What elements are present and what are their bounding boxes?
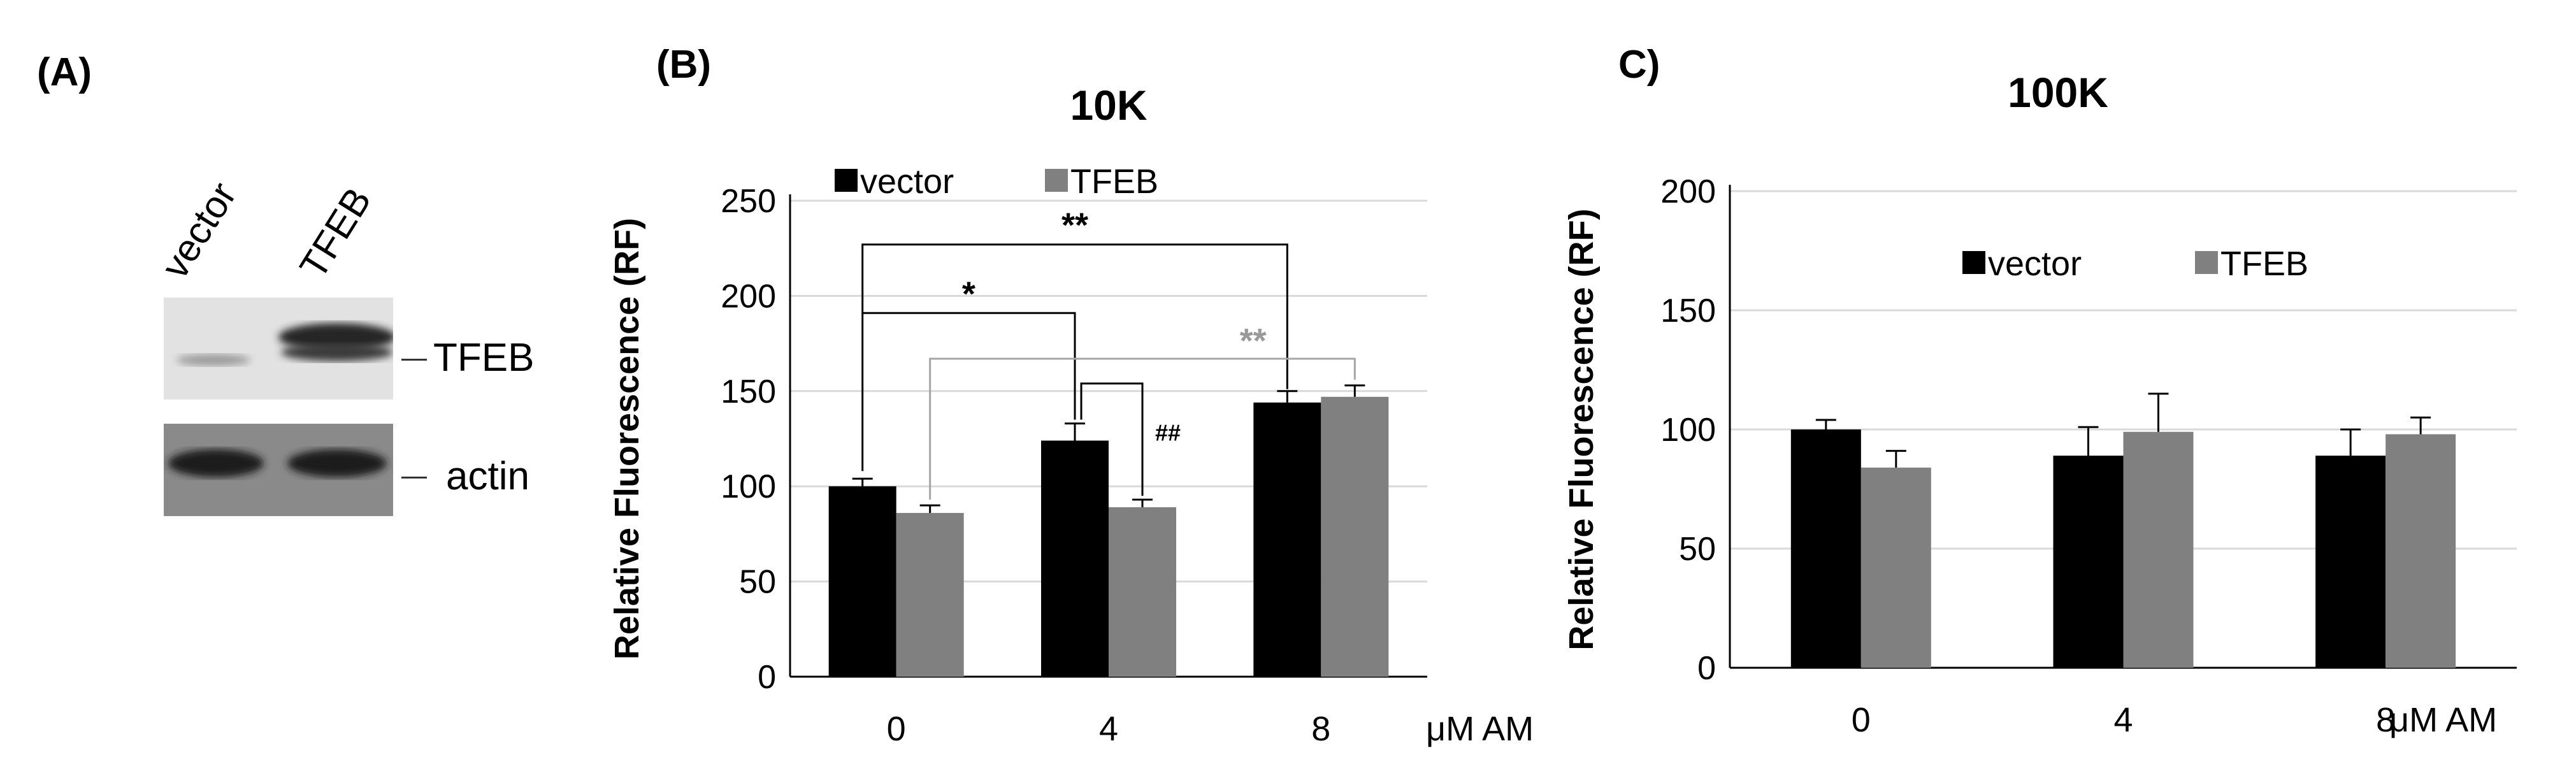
x-tick-label: 0 xyxy=(887,710,906,748)
band-tfeb-tfeb-lower xyxy=(281,343,393,361)
band-tfeb-actin xyxy=(287,449,387,477)
blot-actin-marker xyxy=(401,477,427,479)
legend-label-tfeb: TFEB xyxy=(2220,245,2308,283)
sig-bracket-0-vs-8-tfeb xyxy=(929,357,1356,500)
legend-swatch-tfeb xyxy=(2195,251,2218,274)
bar-tfeb-8 xyxy=(1321,396,1389,677)
panel-a-label: (A) xyxy=(37,50,92,94)
x-unit-label: μM AM xyxy=(1426,710,1534,748)
legend-label-vector: vector xyxy=(860,162,954,201)
sig-mark-0-vs-8-vector: ** xyxy=(1061,206,1088,245)
legend-label-vector: vector xyxy=(1988,245,2082,283)
band-vector-tfeb xyxy=(176,354,250,366)
chart-10k: (B) 10K 0 50 100 150 200 250 Relative Fluorescen… xyxy=(608,43,1534,748)
bar-vector-0 xyxy=(1790,429,1861,668)
y-axis-label: Relative Fluorescence (RF) xyxy=(608,218,646,659)
lane-label-vector: vector xyxy=(153,175,245,286)
sig-mark-0-vs-4-vector: * xyxy=(962,275,975,313)
x-tick-label: 8 xyxy=(2376,701,2395,739)
lane-label-tfeb: TFEB xyxy=(291,180,380,286)
sig-mark-0-vs-8-tfeb: ** xyxy=(1240,322,1267,360)
bar-vector-4 xyxy=(1041,440,1109,677)
y-tick-label: 100 xyxy=(1660,412,1716,449)
bar-vector-4 xyxy=(2053,456,2124,668)
blot-tfeb-marker xyxy=(401,359,427,361)
x-unit-label: μM AM xyxy=(2389,701,2497,739)
y-tick-label: 250 xyxy=(721,183,776,220)
bar-vector-0 xyxy=(828,486,896,677)
y-axis-label: Relative Fluorescence (RF) xyxy=(1562,208,1601,650)
sig-bracket-0-vs-4-vector xyxy=(862,312,1076,420)
panel-label: C) xyxy=(1618,43,1660,87)
chart-title: 100K xyxy=(2008,69,2108,116)
legend-label-tfeb: TFEB xyxy=(1070,162,1158,201)
y-tick-label: 200 xyxy=(1660,173,1716,210)
blot-tag-actin: actin xyxy=(446,454,529,498)
sig-mark-4-vector-vs-tfeb: ## xyxy=(1155,419,1181,445)
legend-swatch-vector xyxy=(835,169,858,192)
y-tick-label: 50 xyxy=(739,564,776,601)
bar-tfeb-0 xyxy=(1860,467,1931,668)
y-tick-label: 200 xyxy=(721,278,776,315)
blot-actin xyxy=(164,424,393,516)
bar-tfeb-0 xyxy=(896,513,964,677)
bar-tfeb-4 xyxy=(1109,507,1176,677)
chart-100k: C) 100K 0 50 100 150 200 Relative Fluorescence … xyxy=(1562,43,2517,739)
x-tick-label: 4 xyxy=(1099,710,1118,748)
sig-bracket-0-vs-8-vector xyxy=(861,243,1288,472)
panel-label: (B) xyxy=(656,43,711,87)
y-tick-label: 100 xyxy=(721,468,776,505)
legend-swatch-tfeb xyxy=(1045,169,1068,192)
blot-tfeb xyxy=(164,298,393,400)
band-vector-actin xyxy=(168,449,264,477)
x-tick-label: 4 xyxy=(2113,701,2133,739)
y-tick-label: 0 xyxy=(758,659,776,696)
y-tick-label: 150 xyxy=(1660,292,1716,329)
blot-tag-tfeb: TFEB xyxy=(433,336,535,380)
bar-vector-8 xyxy=(2315,456,2386,668)
bar-tfeb-8 xyxy=(2385,434,2456,668)
x-tick-label: 0 xyxy=(1852,701,1871,739)
legend-swatch-vector xyxy=(1962,251,1985,274)
y-tick-label: 50 xyxy=(1679,531,1716,568)
bar-vector-8 xyxy=(1253,402,1321,677)
y-tick-label: 150 xyxy=(721,373,776,410)
bar-tfeb-4 xyxy=(2123,431,2194,668)
y-tick-label: 0 xyxy=(1697,650,1716,687)
band-tfeb-tfeb-upper xyxy=(278,323,393,351)
chart-title: 10K xyxy=(1070,82,1147,129)
x-tick-label: 8 xyxy=(1311,710,1330,748)
sig-bracket-4-vector-vs-tfeb xyxy=(1080,382,1144,496)
